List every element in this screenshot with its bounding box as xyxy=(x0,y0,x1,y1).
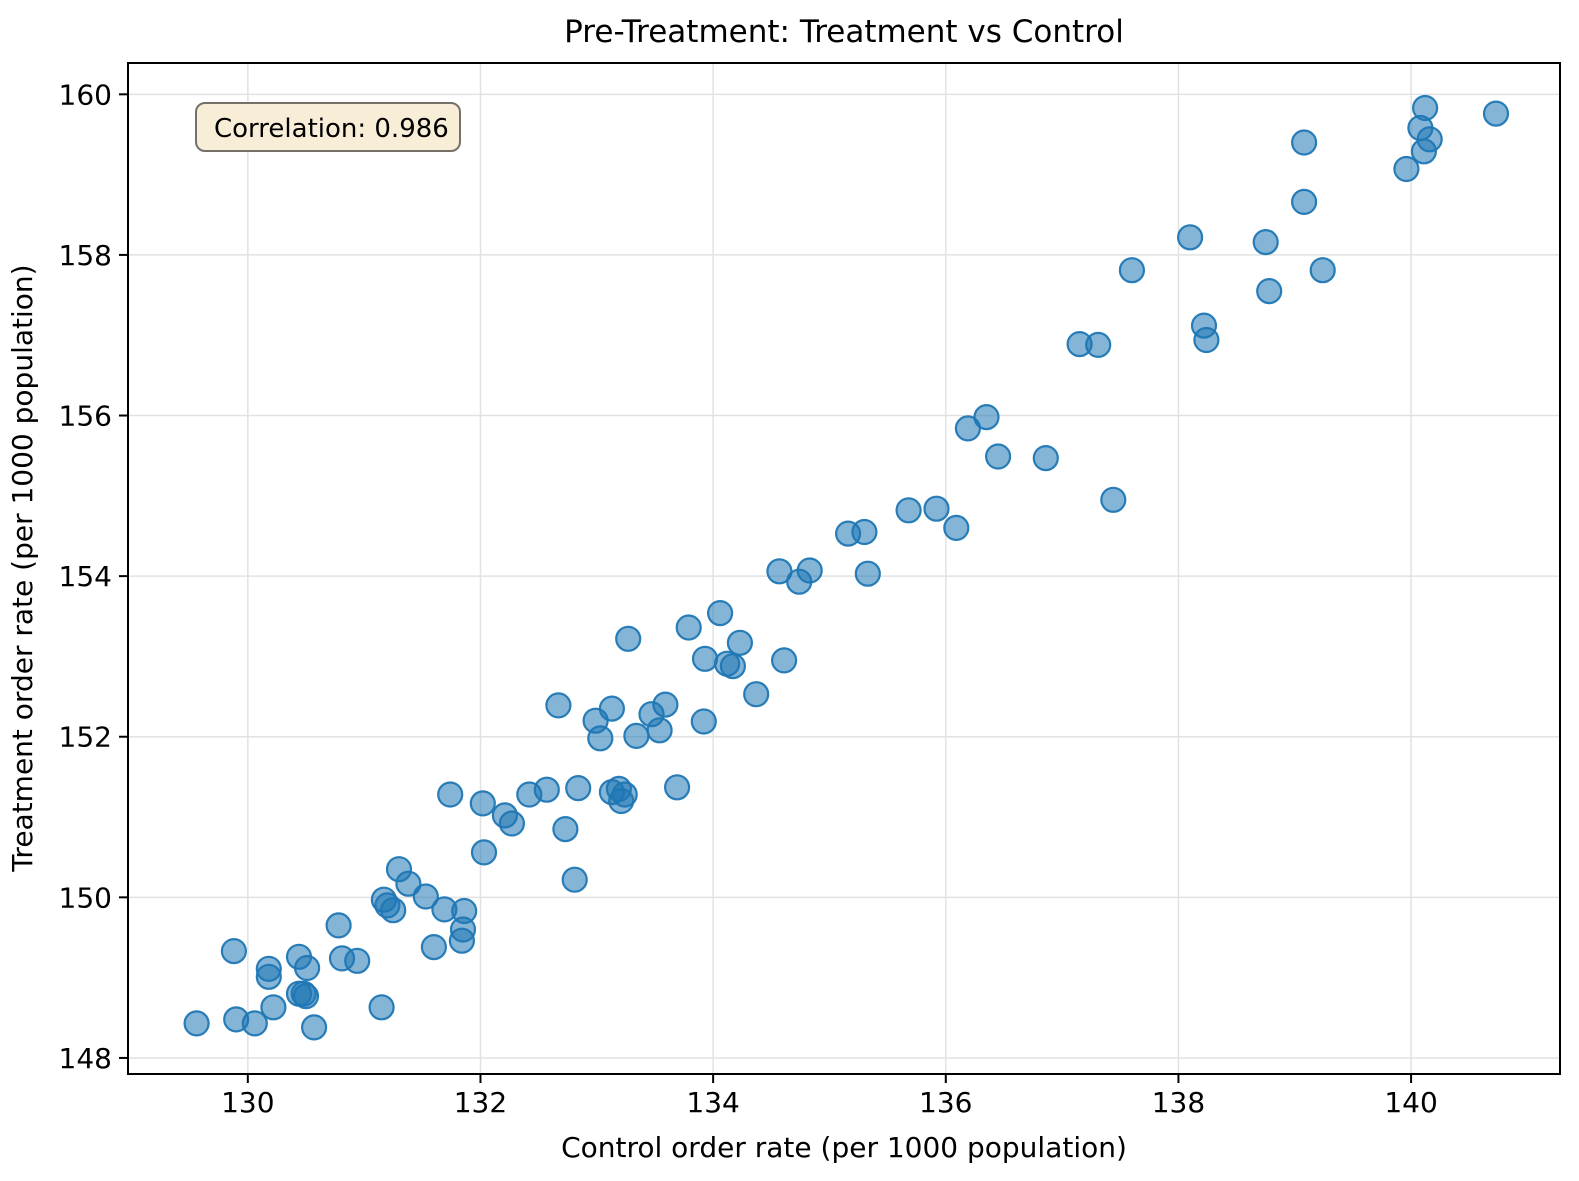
data-point xyxy=(770,647,798,674)
data-point xyxy=(470,839,498,866)
data-point xyxy=(1032,445,1059,472)
correlation-annotation-text: Correlation: 0.986 xyxy=(214,114,449,144)
data-point xyxy=(1193,326,1220,354)
data-point xyxy=(552,815,579,843)
x-tick-label: 130 xyxy=(221,1086,274,1119)
data-point xyxy=(743,681,770,708)
data-point xyxy=(565,774,592,802)
correlation-annotation: Correlation: 0.986 xyxy=(195,102,461,152)
data-point xyxy=(973,404,1000,431)
data-point xyxy=(437,781,464,808)
data-point xyxy=(533,776,560,803)
data-point xyxy=(255,963,282,990)
data-point xyxy=(1290,129,1318,156)
y-tick-label: 148 xyxy=(59,1042,112,1075)
data-point xyxy=(1393,155,1420,183)
y-axis-label: Treatment order rate (per 1000 populatio… xyxy=(6,264,39,872)
y-tick-label: 150 xyxy=(59,881,112,914)
data-point xyxy=(183,1010,210,1037)
data-point xyxy=(1085,331,1112,358)
data-point xyxy=(294,954,321,982)
data-point xyxy=(395,870,422,897)
data-points xyxy=(183,94,1510,1041)
data-point xyxy=(895,497,922,524)
y-tick-label: 154 xyxy=(59,560,112,593)
correlation-annotation-box xyxy=(196,103,460,151)
data-point xyxy=(706,599,734,627)
data-point xyxy=(943,514,970,542)
data-point xyxy=(420,933,447,961)
data-point xyxy=(587,725,614,752)
data-point xyxy=(726,629,754,656)
x-tick-label: 136 xyxy=(919,1086,972,1119)
gridlines xyxy=(128,63,1560,1074)
axis-tick-labels: 130 132 134 136 138 140 148 150 152 154 156 158 160 xyxy=(59,78,1438,1119)
data-point xyxy=(368,994,395,1021)
data-point xyxy=(719,652,747,680)
y-tick-label: 160 xyxy=(59,78,112,111)
correlation-annotation-border xyxy=(195,102,461,152)
data-point xyxy=(1416,126,1443,153)
plot-area-border xyxy=(127,62,1561,1075)
data-point xyxy=(598,695,626,722)
data-point xyxy=(623,722,650,750)
data-point xyxy=(1176,224,1204,251)
data-point xyxy=(608,787,635,815)
data-point xyxy=(1482,100,1510,127)
data-point xyxy=(301,1014,328,1041)
data-point xyxy=(220,937,247,965)
data-point xyxy=(786,568,813,595)
data-point xyxy=(380,897,407,924)
data-point xyxy=(854,560,881,587)
data-point xyxy=(469,790,496,817)
data-point xyxy=(448,927,475,954)
data-point xyxy=(292,982,320,1010)
x-tick-label: 140 xyxy=(1384,1086,1437,1119)
y-tick-label: 158 xyxy=(59,239,112,272)
data-point xyxy=(1309,257,1336,284)
data-point xyxy=(675,614,702,641)
data-point xyxy=(344,947,371,974)
data-point xyxy=(851,518,878,546)
chart-title: Pre-Treatment: Treatment vs Control xyxy=(564,14,1124,50)
data-point xyxy=(691,645,719,672)
data-point xyxy=(498,810,525,837)
y-tick-label: 156 xyxy=(59,400,112,433)
data-point xyxy=(561,866,588,893)
x-axis-label: Control order rate (per 1000 population) xyxy=(561,1131,1127,1164)
data-point xyxy=(663,774,691,801)
data-point xyxy=(690,708,717,735)
data-point xyxy=(1411,94,1439,122)
data-point xyxy=(1252,229,1279,256)
y-tick-label: 152 xyxy=(59,721,112,754)
data-point xyxy=(615,625,642,652)
x-tick-label: 132 xyxy=(454,1086,507,1119)
data-point xyxy=(545,692,572,719)
data-point xyxy=(412,883,439,910)
data-point xyxy=(260,994,287,1021)
x-tick-label: 138 xyxy=(1152,1086,1205,1119)
axis-ticks xyxy=(119,93,1413,1083)
data-point xyxy=(1100,486,1127,513)
data-point xyxy=(1290,188,1318,215)
data-point xyxy=(646,717,673,744)
data-point xyxy=(1118,257,1146,284)
data-point xyxy=(1256,278,1283,305)
x-tick-label: 134 xyxy=(686,1086,739,1119)
data-point xyxy=(984,443,1012,470)
data-point xyxy=(325,912,352,939)
data-point xyxy=(241,1010,268,1037)
data-point xyxy=(923,495,950,522)
